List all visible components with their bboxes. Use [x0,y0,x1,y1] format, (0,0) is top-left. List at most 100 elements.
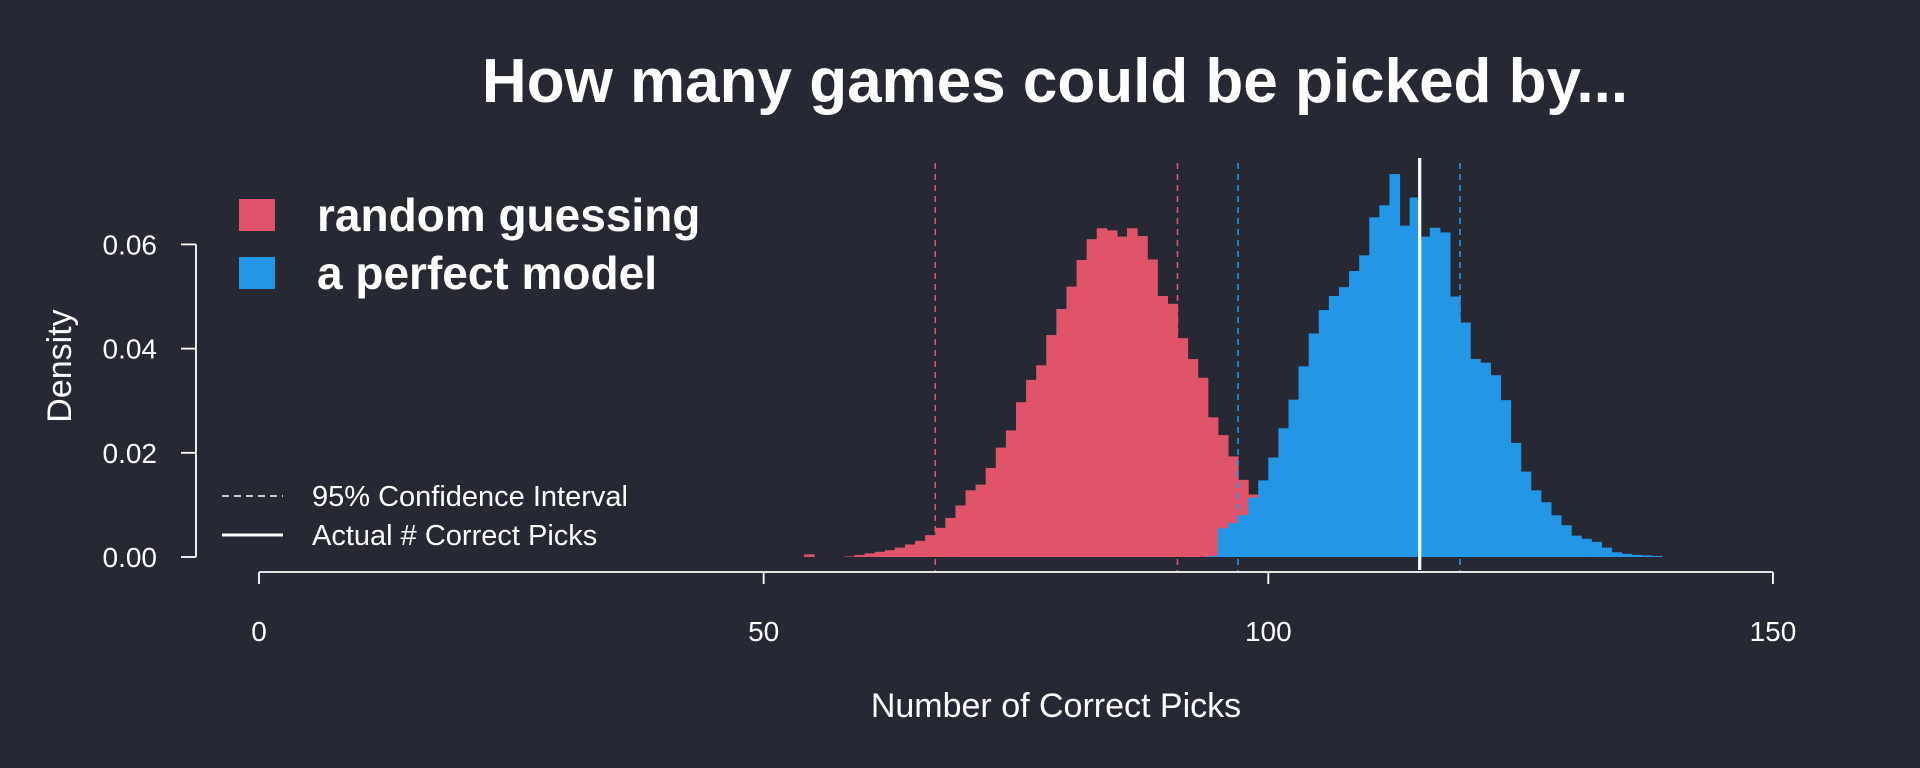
histogram-bar [1278,428,1290,557]
y-tick-label: 0.04 [103,334,158,365]
legend-series-label: random guessing [317,189,700,241]
reference-lines-layer [934,158,1461,571]
histogram-bar [1389,174,1401,557]
histogram-bar [1318,310,1330,557]
histogram-bar [1349,270,1360,557]
histogram-bar [1621,553,1633,557]
histogram-bar [1167,303,1179,557]
histogram-bar [915,540,926,557]
histogram-bar [804,554,815,557]
legend-series: random guessing a perfect model [239,189,700,299]
histogram-bar [985,467,997,557]
histogram-bar [1005,430,1017,557]
histogram-bar [1137,236,1148,557]
histogram-bar [1147,259,1158,557]
histogram-bar [1227,456,1239,557]
chart-title: How many games could be picked by... [482,47,1628,116]
histogram-bar [1187,359,1199,557]
bars-layer [804,174,1663,558]
histogram-bar [1550,515,1562,557]
histogram-bar [854,554,866,557]
histogram-bar [1066,286,1078,557]
histogram-bar [1561,525,1572,557]
histogram-bar [1056,309,1068,557]
y-tick-label: 0.06 [103,229,158,260]
histogram-bar [1096,228,1108,557]
histogram-bar [1460,322,1471,557]
histogram-bar [965,490,977,557]
y-axis-title: Density [41,309,79,422]
histogram-bar [1449,296,1461,557]
histogram-bar [864,553,876,557]
histogram-bar [1500,400,1512,557]
histogram-bar [1631,554,1643,557]
histogram-bar [1641,555,1653,557]
histogram-bar [1036,365,1047,557]
histogram-bar [1106,230,1118,557]
histogram-bar [894,547,906,557]
histogram-bar [1490,375,1502,557]
histogram-bar [1530,490,1542,557]
histogram-bar [1520,471,1532,557]
histogram-bar [1217,528,1229,557]
histogram-bar [1046,335,1057,557]
histogram-bar [1207,417,1219,557]
legend-line-label: Actual # Correct Picks [312,520,597,552]
histogram-bar [1268,457,1279,557]
histogram-bar [1026,379,1037,557]
histogram-bar [1086,239,1098,557]
histogram-bar [1611,552,1623,557]
y-tick-label: 0.00 [103,542,158,573]
x-tick-label: 100 [1245,616,1292,647]
y-axis: 0.00 0.02 0.04 0.06 [103,229,197,573]
histogram-bar [945,517,957,557]
histogram-bar [1127,228,1138,557]
legend-swatch [239,257,275,289]
histogram-bar [1015,402,1027,557]
histogram-bar [1581,538,1592,557]
histogram-bar [1601,547,1613,557]
histogram-bar [935,527,946,557]
x-tick-label: 50 [748,616,779,647]
histogram-bar [1359,255,1370,557]
histogram-bar [1419,236,1431,557]
histogram-bar [925,535,936,557]
legend-series-label: a perfect model [317,247,657,299]
histogram-bar [1480,362,1491,557]
x-axis: 0 50 100 150 [251,571,1797,647]
histogram-bar [1157,295,1168,557]
histogram-bar [1248,497,1259,557]
histogram-bar [1540,502,1552,558]
histogram-bar [1571,535,1582,557]
histogram-bar [1651,555,1663,557]
histogram-bar [1258,480,1269,557]
x-axis-title: Number of Correct Picks [871,687,1241,725]
histogram-bar [1379,205,1391,557]
x-tick-label: 0 [251,616,267,647]
histogram-bar [1328,295,1340,557]
histogram-bar [1298,366,1310,557]
histogram-bar [1399,225,1411,557]
series-1-bars [1207,174,1663,558]
histogram-bar [1217,435,1229,557]
legend-swatch [239,199,275,231]
histogram-bar [884,550,896,557]
histogram-bar [904,544,916,557]
histogram-bar [1207,555,1219,557]
histogram-bar [995,447,1007,557]
histogram-bar [1288,399,1300,557]
histogram-bar [1177,338,1189,557]
histogram-bar [1338,287,1350,557]
histogram-bar [1409,197,1421,557]
histogram-bar [1429,227,1441,558]
histogram-bar [1238,515,1249,557]
histogram-bar [1197,377,1209,557]
histogram-bar [1439,232,1451,558]
x-tick-label: 150 [1750,616,1797,647]
histogram-bar [1510,442,1522,557]
histogram-bar [955,505,967,557]
histogram-bar [1470,359,1481,557]
histogram-bar [844,556,856,557]
y-tick-label: 0.02 [103,438,158,469]
histogram-bar [1076,260,1088,557]
